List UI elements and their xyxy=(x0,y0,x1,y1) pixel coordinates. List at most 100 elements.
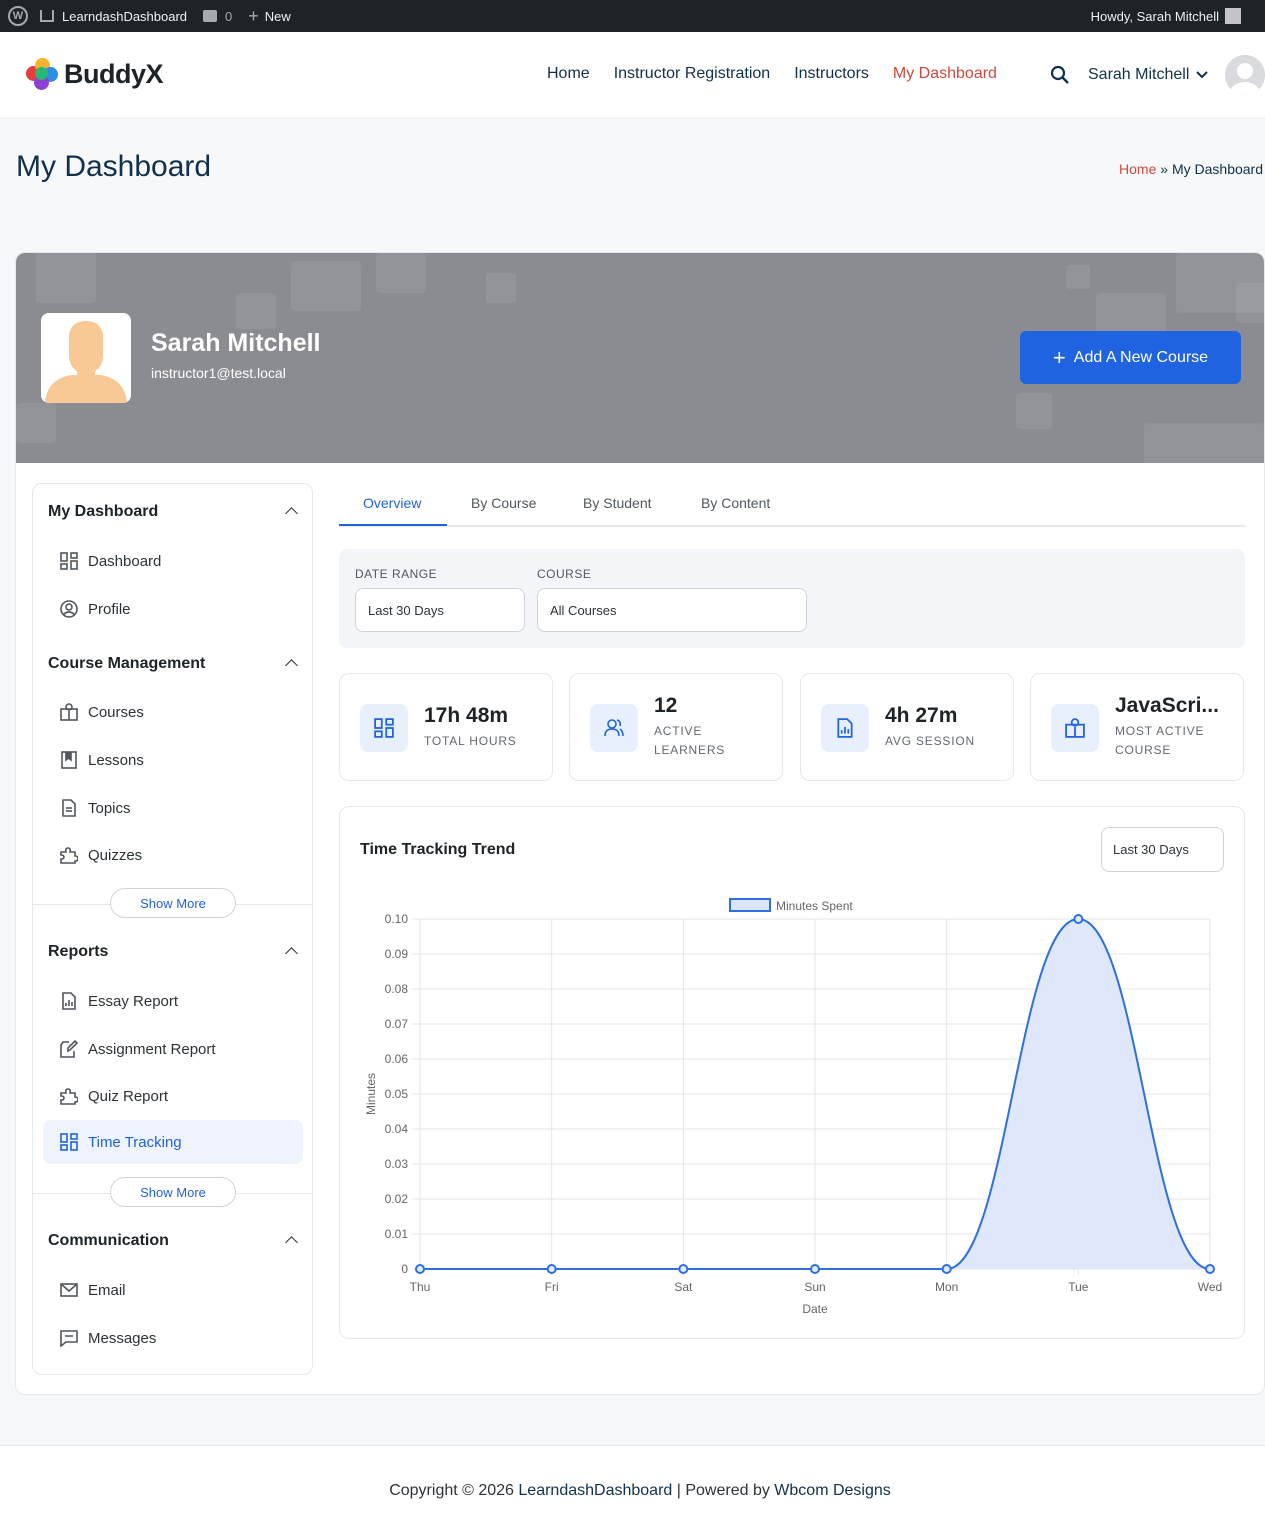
user-silhouette-icon xyxy=(41,313,131,403)
sidebar-item-label: Dashboard xyxy=(88,552,162,570)
new-label: New xyxy=(264,8,291,24)
chevron-down-icon xyxy=(1196,71,1209,79)
footer-prefix: Copyright © 2026 xyxy=(389,1482,514,1499)
legend-label: Minutes Spent xyxy=(776,899,853,913)
grid-icon xyxy=(60,552,78,570)
sidebar-item-label: Topics xyxy=(88,799,131,817)
stat-label: AVG SESSION xyxy=(885,734,975,748)
footer-site-link[interactable]: LearndashDashboard xyxy=(518,1482,673,1499)
sidebar-item-essay-report[interactable]: Essay Report xyxy=(43,979,303,1023)
x-tick-label: Sat xyxy=(674,1280,693,1294)
footer-copyright: Copyright © 2026 LearndashDashboard | Po… xyxy=(0,1482,1265,1500)
sidebar-item-email[interactable]: Email xyxy=(43,1268,303,1312)
stat-most-active-course: JavaScri... MOST ACTIVE COURSE xyxy=(1030,673,1244,781)
add-course-label: Add A New Course xyxy=(1073,348,1209,366)
comment-icon xyxy=(203,10,218,22)
active-tab-indicator xyxy=(339,524,447,526)
tab-by-content[interactable]: By Content xyxy=(701,495,771,511)
x-tick-label: Tue xyxy=(1068,1280,1089,1294)
add-new-course-button[interactable]: + Add A New Course xyxy=(1020,331,1241,384)
sidebar-item-label: Email xyxy=(88,1281,126,1299)
users-icon xyxy=(590,704,638,752)
tab-by-student[interactable]: By Student xyxy=(583,495,652,511)
filters-panel: DATE RANGE Last 30 Days COURSE All Cours… xyxy=(339,549,1245,648)
section-course-management-title[interactable]: Course Management xyxy=(48,655,206,672)
x-tick-label: Thu xyxy=(410,1280,431,1294)
x-tick-label: Sun xyxy=(804,1280,825,1294)
nav-my-dashboard[interactable]: My Dashboard xyxy=(892,65,997,82)
stat-value: 12 xyxy=(654,694,678,717)
date-range-select[interactable]: Last 30 Days xyxy=(355,588,525,632)
comments-count: 0 xyxy=(225,8,233,24)
site-logo[interactable]: BuddyX xyxy=(26,58,164,90)
sidebar-item-lessons[interactable]: Lessons xyxy=(43,738,303,782)
sidebar-item-messages[interactable]: Messages xyxy=(43,1316,303,1360)
stat-label: MOST ACTIVE COURSE xyxy=(1115,724,1205,757)
nav-instructors[interactable]: Instructors xyxy=(794,65,869,82)
breadcrumb-separator: » xyxy=(1160,161,1169,177)
site-name: LearndashDashboard xyxy=(62,8,188,24)
course-select[interactable]: All Courses xyxy=(537,588,807,632)
show-more-button[interactable]: Show More xyxy=(110,888,236,918)
footer-credit-link[interactable]: Wbcom Designs xyxy=(774,1482,891,1499)
sidebar-item-courses[interactable]: Courses xyxy=(43,690,303,734)
y-tick-label: 0.05 xyxy=(385,1087,409,1101)
chevron-up-icon[interactable] xyxy=(285,947,298,960)
y-tick-label: 0.09 xyxy=(385,947,409,961)
sidebar-item-topics[interactable]: Topics xyxy=(43,786,303,830)
admin-bar: W LearndashDashboard 0 + New Howdy, Sara… xyxy=(0,0,1265,32)
sidebar-item-quiz-report[interactable]: Quiz Report xyxy=(43,1074,303,1118)
x-tick-label: Wed xyxy=(1198,1280,1222,1294)
comments-link[interactable]: 0 xyxy=(195,0,240,32)
search-icon[interactable] xyxy=(1050,65,1070,85)
site-header: BuddyX Home Instructor Registration Inst… xyxy=(0,32,1265,118)
profile-avatar[interactable] xyxy=(41,313,131,403)
sidebar-item-quizzes[interactable]: Quizzes xyxy=(43,833,303,877)
site-name-link[interactable]: LearndashDashboard xyxy=(36,0,195,32)
breadcrumb-current: My Dashboard xyxy=(1171,161,1263,177)
chevron-up-icon[interactable] xyxy=(285,1236,298,1249)
chart-title: Time Tracking Trend xyxy=(360,841,516,858)
section-my-dashboard-title[interactable]: My Dashboard xyxy=(48,503,159,520)
user-menu[interactable]: Sarah Mitchell xyxy=(1088,66,1209,84)
sidebar-item-label: Profile xyxy=(88,600,131,618)
tab-overview[interactable]: Overview xyxy=(363,495,422,511)
chart-range-select[interactable]: Last 30 Days xyxy=(1101,827,1224,872)
my-account-menu[interactable]: Howdy, Sarah Mitchell xyxy=(1083,0,1265,32)
sidebar-item-profile[interactable]: Profile xyxy=(43,587,303,631)
data-point xyxy=(546,1264,557,1274)
y-tick-label: 0.08 xyxy=(385,982,409,996)
breadcrumb-home[interactable]: Home xyxy=(1119,161,1157,177)
sidebar-item-assignment-report[interactable]: Assignment Report xyxy=(43,1027,303,1071)
cover-banner: Sarah Mitchell instructor1@test.local + … xyxy=(16,253,1264,463)
logo-text: BuddyX xyxy=(64,58,164,89)
sidebar-item-time-tracking[interactable]: Time Tracking xyxy=(43,1120,303,1164)
wordpress-logo-icon: W xyxy=(8,6,28,26)
y-tick-label: 0 xyxy=(401,1262,408,1276)
y-tick-label: 0.06 xyxy=(385,1052,409,1066)
show-more-button[interactable]: Show More xyxy=(110,1177,236,1207)
report-icon xyxy=(821,704,869,752)
section-communication-title[interactable]: Communication xyxy=(48,1232,169,1249)
y-tick-label: 0.02 xyxy=(385,1192,409,1206)
sidebar-item-dashboard[interactable]: Dashboard xyxy=(43,539,303,583)
wordpress-menu[interactable]: W xyxy=(0,0,36,32)
puzzle-icon xyxy=(60,847,78,864)
stat-avg-session: 4h 27m AVG SESSION xyxy=(800,673,1014,781)
section-reports-title[interactable]: Reports xyxy=(48,943,109,960)
avatar[interactable] xyxy=(1225,55,1265,95)
nav-instructor-registration[interactable]: Instructor Registration xyxy=(613,65,771,82)
course-label: COURSE xyxy=(537,567,592,581)
y-tick-label: 0.03 xyxy=(385,1157,409,1171)
profile-email: instructor1@test.local xyxy=(151,365,286,381)
stat-value: 4h 27m xyxy=(885,704,958,727)
chevron-up-icon[interactable] xyxy=(285,659,298,672)
tab-by-course[interactable]: By Course xyxy=(471,495,537,511)
nav-home[interactable]: Home xyxy=(547,65,590,82)
user-name: Sarah Mitchell xyxy=(1088,66,1190,83)
y-axis-label: Minutes xyxy=(364,1073,378,1115)
chevron-up-icon[interactable] xyxy=(285,507,298,520)
profile-name: Sarah Mitchell xyxy=(151,329,321,357)
new-content-link[interactable]: + New xyxy=(240,0,299,32)
sidebar-item-label: Quizzes xyxy=(88,846,143,864)
